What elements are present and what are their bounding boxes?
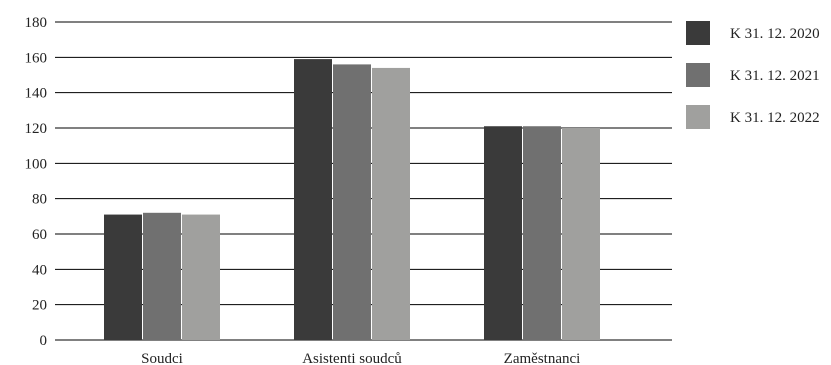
legend-label: K 31. 12. 2021 [730,68,820,84]
x-axis-categories: Soudci Asistenti soudců Zaměstnanci [141,351,580,365]
y-tick-label: 60 [32,227,47,243]
bars [104,59,600,341]
bar-1-series-3 [182,214,220,340]
bar-2-series-1 [294,59,332,340]
bar-3-series-2 [523,126,561,340]
y-tick-label: 120 [25,121,48,137]
y-tick-label: 140 [25,86,48,102]
bar-3-series-3 [562,128,600,340]
y-tick-label: 100 [25,156,48,172]
y-tick-label: 0 [40,333,48,349]
legend-swatch [686,63,710,87]
y-tick-label: 20 [32,298,47,314]
legend-label: K 31. 12. 2022 [730,110,820,126]
bar-3-series-1 [484,126,522,340]
legend-swatch [686,105,710,129]
bar-1-series-2 [143,212,181,340]
y-tick-label: 160 [25,50,48,66]
category-label: Zaměstnanci [504,351,581,365]
category-label: Soudci [141,351,183,365]
category-label: Asistenti soudců [302,351,402,365]
y-tick-label: 180 [25,15,48,31]
bar-2-series-2 [333,64,371,341]
legend-swatch [686,21,710,45]
bar-2-series-3 [372,67,410,340]
y-tick-label: 40 [32,262,47,278]
legend-label: K 31. 12. 2020 [730,26,820,42]
legend: K 31. 12. 2020 K 31. 12. 2021 K 31. 12. 20… [686,21,820,129]
y-tick-label: 80 [32,192,47,208]
bar-1-series-1 [104,214,142,340]
y-axis-ticks: 0 20 40 60 80 100 120 140 160 180 [25,15,48,349]
